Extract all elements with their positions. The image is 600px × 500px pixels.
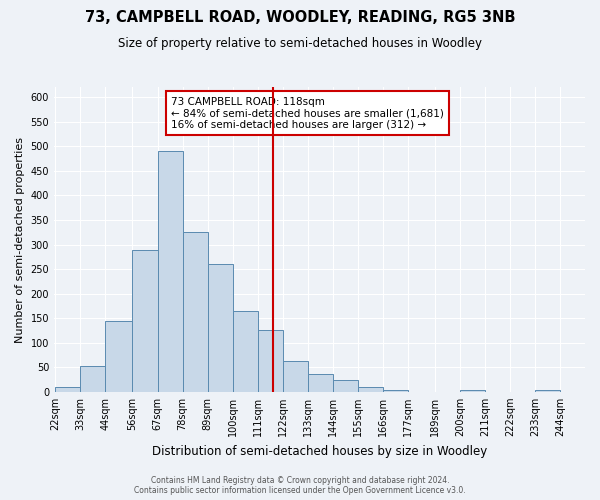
Bar	[233, 311, 257, 392]
Text: Contains HM Land Registry data © Crown copyright and database right 2024.
Contai: Contains HM Land Registry data © Crown c…	[134, 476, 466, 495]
Bar	[332, 380, 358, 392]
Bar	[460, 390, 485, 392]
Bar	[257, 330, 283, 392]
Bar	[208, 264, 233, 392]
Bar	[535, 390, 560, 392]
Bar	[358, 387, 383, 392]
Text: 73 CAMPBELL ROAD: 118sqm
← 84% of semi-detached houses are smaller (1,681)
16% o: 73 CAMPBELL ROAD: 118sqm ← 84% of semi-d…	[171, 96, 444, 130]
Bar	[55, 387, 80, 392]
Bar	[158, 152, 182, 392]
Bar	[383, 390, 407, 392]
Bar	[182, 232, 208, 392]
Bar	[283, 361, 308, 392]
Bar	[308, 374, 332, 392]
Text: 73, CAMPBELL ROAD, WOODLEY, READING, RG5 3NB: 73, CAMPBELL ROAD, WOODLEY, READING, RG5…	[85, 10, 515, 25]
Bar	[105, 321, 133, 392]
Y-axis label: Number of semi-detached properties: Number of semi-detached properties	[15, 136, 25, 342]
Text: Size of property relative to semi-detached houses in Woodley: Size of property relative to semi-detach…	[118, 38, 482, 51]
Bar	[80, 366, 105, 392]
X-axis label: Distribution of semi-detached houses by size in Woodley: Distribution of semi-detached houses by …	[152, 444, 487, 458]
Bar	[133, 250, 158, 392]
